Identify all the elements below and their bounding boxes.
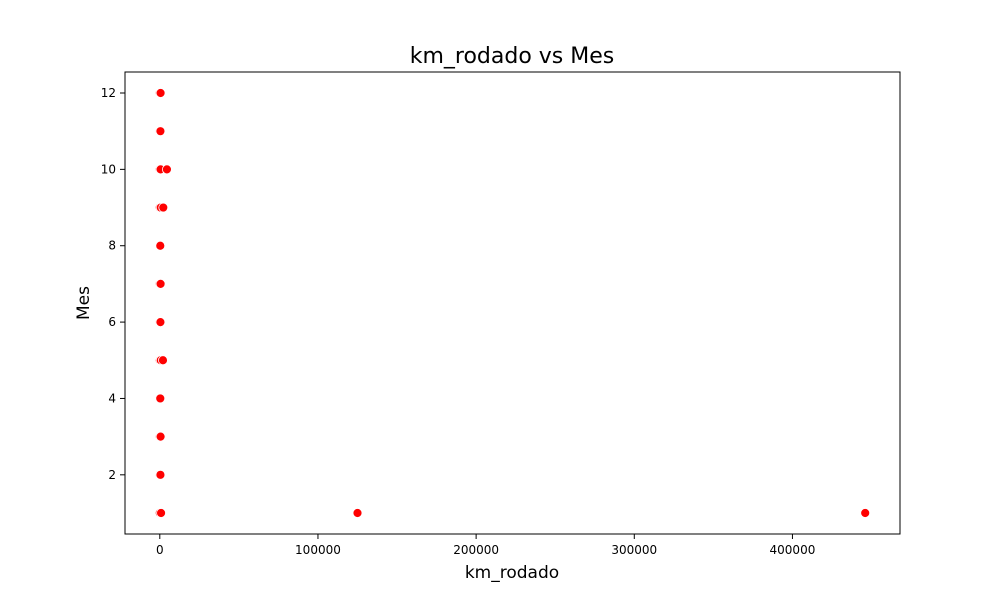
x-axis-label: km_rodado [465,563,559,583]
x-tick-label: 200000 [453,543,499,557]
data-point [155,240,166,251]
y-tick-label: 6 [108,315,116,329]
x-tick-label: 300000 [611,543,657,557]
data-point [155,431,166,442]
x-tick-label: 0 [156,543,164,557]
data-point [155,126,166,137]
y-tick-label: 8 [108,239,116,253]
data-point [860,508,871,518]
y-tick-label: 4 [108,391,116,405]
y-tick-label: 10 [101,162,116,176]
x-tick-label: 400000 [770,543,816,557]
data-point [162,164,172,175]
data-point [155,469,166,480]
data-point [156,508,166,518]
data-point [352,508,363,518]
x-axis: 0 100000 200000 300000 400000 [156,534,815,557]
chart-title: km_rodado vs Mes [410,44,615,69]
data-point [155,317,166,327]
y-axis-label: Mes [74,286,94,320]
data-points [154,88,871,518]
data-point [158,355,168,366]
data-point [155,279,166,289]
y-tick-label: 2 [108,468,116,482]
y-tick-label: 12 [101,86,116,100]
x-tick-label: 100000 [295,543,341,557]
data-point [155,88,166,98]
y-axis: 2 4 6 8 10 12 [101,86,125,482]
data-point [155,393,166,404]
data-point [158,202,169,213]
plot-area-frame [124,71,901,535]
